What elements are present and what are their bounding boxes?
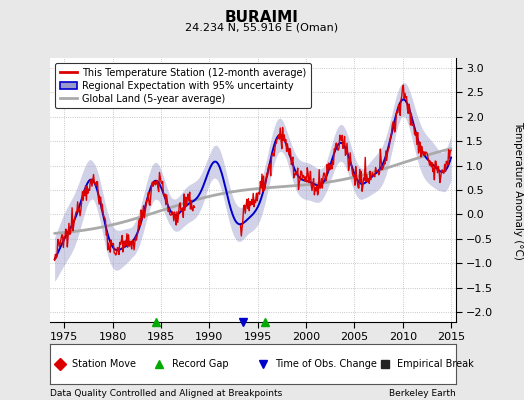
Legend: This Temperature Station (12-month average), Regional Expectation with 95% uncer: This Temperature Station (12-month avera… [54,63,311,108]
Text: Empirical Break: Empirical Break [397,359,474,369]
Text: Data Quality Controlled and Aligned at Breakpoints: Data Quality Controlled and Aligned at B… [50,389,282,398]
Text: Station Move: Station Move [72,359,136,369]
Text: Time of Obs. Change: Time of Obs. Change [275,359,377,369]
Text: Record Gap: Record Gap [172,359,228,369]
Y-axis label: Temperature Anomaly (°C): Temperature Anomaly (°C) [513,120,523,260]
Text: BURAIMI: BURAIMI [225,10,299,25]
Text: 24.234 N, 55.916 E (Oman): 24.234 N, 55.916 E (Oman) [185,22,339,32]
Text: Berkeley Earth: Berkeley Earth [389,389,456,398]
